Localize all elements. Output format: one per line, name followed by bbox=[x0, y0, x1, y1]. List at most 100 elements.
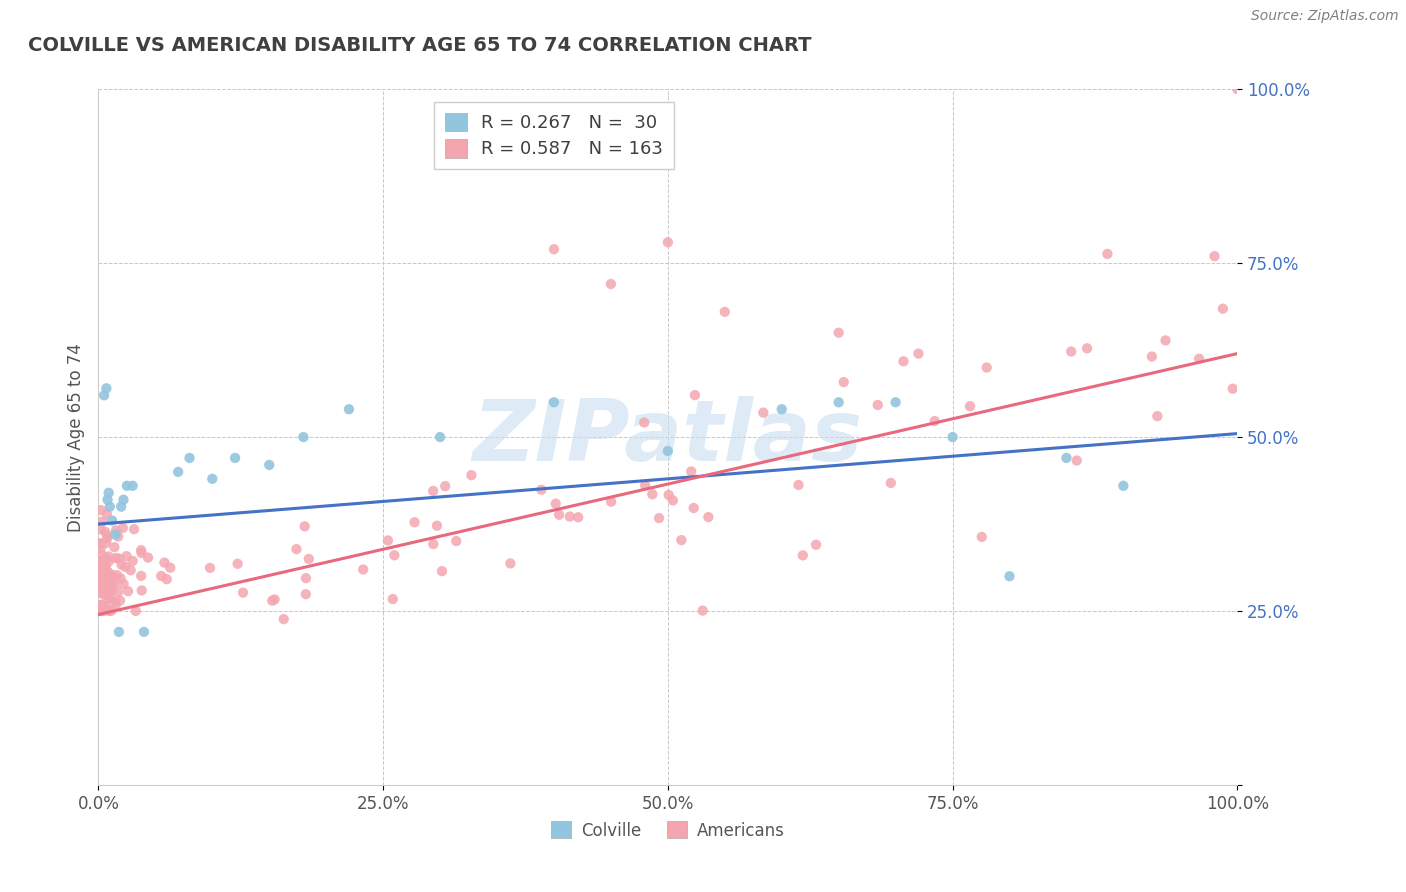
Point bbox=[96, 536, 118, 550]
Point bbox=[1112, 479, 1135, 493]
Point bbox=[942, 430, 965, 444]
Point bbox=[90, 559, 112, 574]
Point bbox=[98, 500, 121, 514]
Point bbox=[112, 577, 135, 591]
Point bbox=[634, 478, 657, 492]
Point bbox=[90, 604, 112, 618]
Point bbox=[543, 395, 565, 409]
Point bbox=[959, 399, 981, 413]
Point bbox=[499, 557, 522, 571]
Point bbox=[567, 510, 589, 524]
Point bbox=[681, 464, 703, 478]
Point bbox=[352, 562, 374, 576]
Point bbox=[600, 494, 623, 508]
Point bbox=[117, 584, 139, 599]
Point bbox=[970, 530, 993, 544]
Point bbox=[641, 487, 664, 501]
Point bbox=[111, 521, 134, 535]
Point bbox=[120, 563, 142, 577]
Point bbox=[104, 599, 127, 613]
Point bbox=[90, 503, 112, 517]
Point bbox=[96, 528, 118, 542]
Point bbox=[107, 530, 129, 544]
Point bbox=[294, 587, 316, 601]
Point bbox=[97, 591, 120, 606]
Point bbox=[93, 554, 115, 568]
Point bbox=[97, 549, 120, 564]
Point bbox=[298, 552, 321, 566]
Point bbox=[131, 546, 153, 560]
Point bbox=[657, 235, 679, 250]
Point bbox=[90, 598, 112, 612]
Point bbox=[98, 577, 121, 591]
Point bbox=[90, 541, 112, 556]
Text: Source: ZipAtlas.com: Source: ZipAtlas.com bbox=[1251, 9, 1399, 23]
Point bbox=[671, 533, 693, 548]
Point bbox=[96, 507, 118, 521]
Point bbox=[1154, 334, 1177, 348]
Point bbox=[100, 592, 122, 607]
Point bbox=[90, 574, 112, 588]
Point bbox=[90, 586, 112, 600]
Point bbox=[97, 565, 120, 579]
Point bbox=[1212, 301, 1234, 316]
Text: COLVILLE VS AMERICAN DISABILITY AGE 65 TO 74 CORRELATION CHART: COLVILLE VS AMERICAN DISABILITY AGE 65 T… bbox=[28, 36, 811, 54]
Point bbox=[107, 585, 129, 599]
Point bbox=[884, 395, 907, 409]
Point bbox=[114, 559, 136, 574]
Point bbox=[422, 483, 444, 498]
Point bbox=[1204, 249, 1226, 263]
Point bbox=[103, 577, 125, 591]
Point bbox=[90, 522, 112, 536]
Point bbox=[893, 354, 915, 368]
Point bbox=[434, 479, 457, 493]
Point bbox=[648, 511, 671, 525]
Point bbox=[91, 577, 114, 591]
Point bbox=[976, 360, 998, 375]
Point bbox=[103, 540, 125, 554]
Point bbox=[285, 542, 308, 557]
Point bbox=[224, 450, 246, 465]
Point bbox=[430, 564, 453, 578]
Point bbox=[90, 555, 112, 569]
Point bbox=[381, 592, 404, 607]
Point bbox=[262, 593, 284, 607]
Point bbox=[91, 576, 114, 591]
Point bbox=[96, 492, 118, 507]
Point bbox=[97, 485, 120, 500]
Point bbox=[131, 583, 153, 598]
Point bbox=[94, 524, 117, 539]
Point bbox=[446, 534, 468, 549]
Point bbox=[558, 509, 581, 524]
Point bbox=[100, 584, 122, 599]
Point bbox=[110, 571, 132, 585]
Point bbox=[101, 567, 124, 582]
Point bbox=[460, 468, 482, 483]
Point bbox=[101, 514, 124, 528]
Point bbox=[97, 555, 120, 569]
Point bbox=[924, 414, 946, 428]
Point bbox=[683, 388, 706, 402]
Point bbox=[232, 585, 254, 599]
Point bbox=[90, 580, 112, 594]
Point bbox=[100, 604, 122, 618]
Point bbox=[828, 326, 851, 340]
Point bbox=[90, 567, 112, 582]
Point bbox=[787, 478, 810, 492]
Point bbox=[107, 551, 129, 566]
Point bbox=[159, 560, 181, 574]
Point bbox=[93, 551, 115, 566]
Point bbox=[91, 548, 114, 562]
Point bbox=[111, 558, 134, 572]
Point bbox=[100, 583, 122, 598]
Point bbox=[110, 500, 132, 514]
Point bbox=[98, 572, 121, 586]
Point bbox=[633, 416, 655, 430]
Point bbox=[294, 519, 316, 533]
Point bbox=[91, 515, 114, 529]
Point bbox=[136, 550, 159, 565]
Point bbox=[295, 571, 318, 585]
Point bbox=[94, 565, 117, 579]
Point bbox=[179, 450, 201, 465]
Point bbox=[657, 444, 679, 458]
